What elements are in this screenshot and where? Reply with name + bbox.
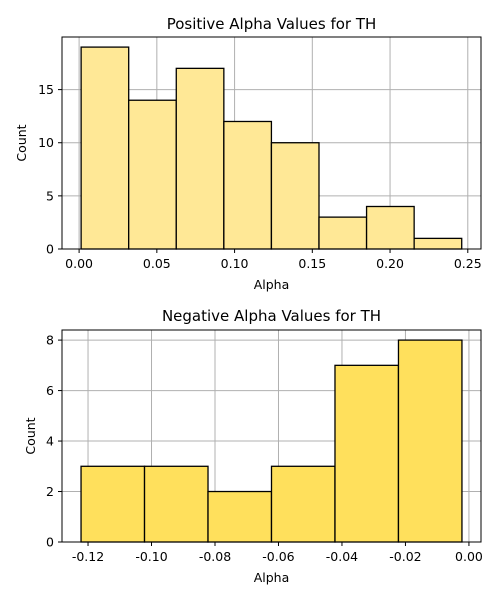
negative-bars [80,339,463,543]
positive-x-tick-label: 0.10 [221,256,249,271]
negative-x-tick-label: -0.06 [262,549,294,564]
positive-ticks: 0.00 0.05 0.10 0.15 0.20 0.25 0 5 10 15 [38,82,482,271]
negative-bar-5 [397,339,463,543]
negative-y-tick-label: 2 [46,484,54,499]
positive-y-tick-label: 10 [38,135,54,150]
negative-x-tick-label: -0.12 [72,549,104,564]
positive-bars [80,46,463,250]
negative-plot-frame [61,329,482,543]
negative-x-tick-label: -0.08 [199,549,231,564]
positive-bar-4 [270,142,320,250]
positive-bar-2 [175,67,225,250]
positive-alpha-histogram: 0.00 0.05 0.10 0.15 0.20 0.25 0 5 10 15 Positive … [14,15,482,292]
negative-y-tick-label: 8 [46,333,54,348]
positive-y-tick-label: 15 [38,82,54,97]
positive-bar-5 [318,216,368,250]
positive-x-tick-label: 0.20 [376,256,404,271]
negative-chart-title: Negative Alpha Values for TH [162,307,381,325]
positive-y-tick-label: 5 [46,188,54,203]
positive-bar-0 [80,46,130,250]
negative-ticks: -0.12 -0.10 -0.08 -0.06 -0.04 -0.02 0.00 0 2 4 6 8 [46,333,483,564]
negative-bar-2 [207,490,273,543]
negative-y-tick-label: 0 [46,535,54,550]
negative-x-tick-label: -0.02 [389,549,421,564]
positive-y-axis-label: Count [14,124,29,161]
negative-y-tick-label: 4 [46,434,54,449]
negative-x-tick-label: -0.10 [135,549,167,564]
positive-x-tick-label: 0.00 [65,256,93,271]
positive-chart-title: Positive Alpha Values for TH [167,15,377,33]
positive-plot-frame [61,36,482,250]
positive-x-tick-label: 0.15 [298,256,326,271]
positive-bar-1 [128,99,177,250]
positive-x-tick-label: 0.05 [143,256,171,271]
positive-x-tick-label: 0.25 [454,256,482,271]
negative-bar-3 [270,465,336,543]
positive-y-tick-label: 0 [46,242,54,257]
positive-bar-6 [365,205,415,250]
positive-bar-7 [413,237,463,250]
negative-alpha-histogram: -0.12 -0.10 -0.08 -0.06 -0.04 -0.02 0.0002468 … [23,307,483,585]
negative-y-axis-label: Count [23,417,38,454]
positive-x-axis-label: Alpha [254,277,290,292]
negative-x-tick-label: 0.00 [455,549,483,564]
positive-bar-3 [223,120,273,250]
negative-x-axis-label: Alpha [254,570,290,585]
negative-y-tick-label: 6 [46,383,54,398]
negative-bar-1 [143,465,209,543]
negative-bar-4 [334,364,400,543]
negative-x-tick-label: -0.04 [326,549,358,564]
negative-bar-0 [80,465,146,543]
